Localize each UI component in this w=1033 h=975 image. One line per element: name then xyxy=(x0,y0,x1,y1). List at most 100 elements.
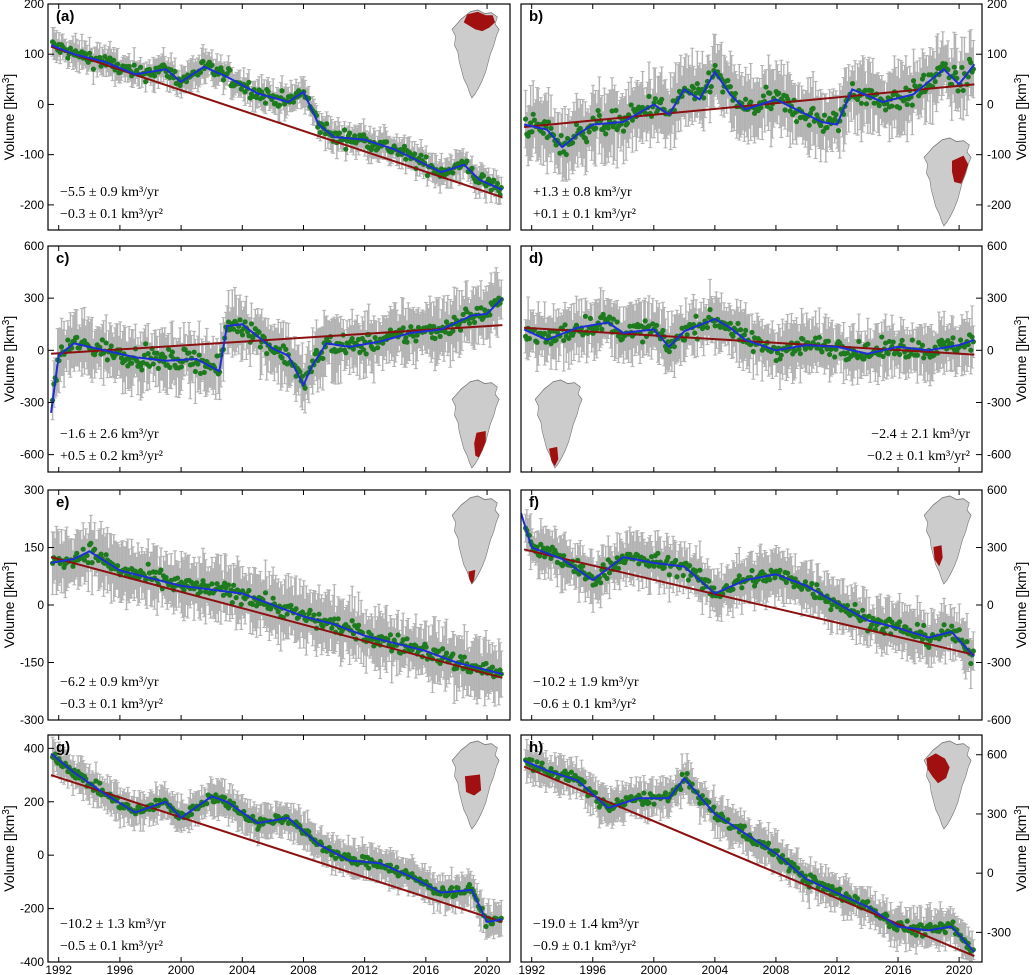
data-point xyxy=(191,349,197,355)
data-point xyxy=(586,129,592,135)
data-point xyxy=(609,108,615,114)
y-tick-label: -100 xyxy=(20,148,44,162)
data-point xyxy=(99,337,105,343)
data-point xyxy=(246,79,252,85)
data-point xyxy=(595,107,601,114)
data-point xyxy=(118,355,125,361)
data-point xyxy=(408,324,414,330)
data-point xyxy=(343,350,349,356)
data-point xyxy=(341,127,348,133)
data-point xyxy=(375,345,381,351)
data-point xyxy=(695,86,702,92)
y-tick-label: -200 xyxy=(20,198,44,212)
data-point xyxy=(74,334,80,340)
y-tick-label: -100 xyxy=(987,148,1011,162)
data-point xyxy=(821,112,828,118)
axes-frame-b xyxy=(520,3,983,231)
data-point xyxy=(835,127,842,134)
y-tick-label: 300 xyxy=(24,291,44,305)
data-point xyxy=(577,125,583,132)
data-point xyxy=(200,58,206,65)
panel-c: -600 -300 0 300 600 Volume []km3] c) −1.6 ± 2.6… xyxy=(1,239,511,473)
data-point xyxy=(763,84,769,90)
data-point xyxy=(347,130,353,136)
data-point xyxy=(529,129,535,135)
data-point xyxy=(104,357,111,363)
data-point xyxy=(693,90,699,96)
data-point xyxy=(868,88,875,94)
data-point xyxy=(413,338,419,344)
smooth-line-b xyxy=(523,63,976,149)
data-point xyxy=(810,105,816,112)
data-point xyxy=(909,102,915,108)
data-point xyxy=(787,108,793,114)
data-point xyxy=(297,369,303,375)
data-point xyxy=(279,88,285,94)
data-point xyxy=(143,341,149,347)
data-point xyxy=(257,344,263,350)
data-point xyxy=(196,352,202,358)
data-point xyxy=(186,350,192,356)
data-point xyxy=(131,62,137,68)
data-point xyxy=(150,361,156,367)
data-point xyxy=(707,89,713,95)
plot-area-c xyxy=(49,267,504,421)
data-point xyxy=(629,117,636,123)
data-point xyxy=(833,112,839,118)
data-point xyxy=(596,112,602,118)
data-point xyxy=(190,361,196,367)
data-point xyxy=(403,335,409,341)
y-tick-label: -600 xyxy=(20,448,44,462)
data-point xyxy=(708,83,714,90)
panel-letter: c) xyxy=(56,250,69,267)
data-point xyxy=(231,326,237,332)
data-point xyxy=(605,125,611,131)
data-point xyxy=(806,122,812,128)
data-point xyxy=(464,158,470,164)
data-point xyxy=(882,107,889,113)
data-point xyxy=(418,152,424,158)
data-point xyxy=(488,187,494,193)
data-point xyxy=(363,351,369,357)
data-point xyxy=(694,81,700,87)
data-point xyxy=(167,364,173,371)
data-point xyxy=(748,99,754,105)
data-point xyxy=(172,68,178,75)
data-point xyxy=(573,121,580,128)
y-tick-label: 0 xyxy=(37,343,44,357)
data-point xyxy=(955,88,961,94)
rate-annotation: +1.3 ± 0.8 km³/yr xyxy=(533,185,632,200)
data-point xyxy=(279,355,285,361)
data-point xyxy=(522,116,529,122)
data-point xyxy=(58,344,65,350)
data-point xyxy=(85,59,91,65)
greenland-outline xyxy=(451,9,500,99)
data-point xyxy=(137,64,144,70)
rate-annotation: −5.5 ± 0.9 km³/yr xyxy=(60,185,159,200)
data-point xyxy=(313,347,320,353)
data-point xyxy=(299,373,306,379)
data-point xyxy=(613,107,619,113)
data-point xyxy=(610,124,616,130)
data-point xyxy=(145,350,151,357)
basin-highlight xyxy=(463,11,496,32)
y-tick-label: 100 xyxy=(987,47,1007,61)
data-point xyxy=(403,156,409,162)
data-point xyxy=(960,87,966,94)
data-point xyxy=(372,334,378,341)
data-point xyxy=(361,347,367,353)
data-point xyxy=(469,165,475,171)
data-point xyxy=(862,87,868,94)
data-point xyxy=(400,325,406,331)
data-point xyxy=(921,72,927,78)
data-point xyxy=(767,90,773,96)
data-point xyxy=(146,363,153,369)
data-point xyxy=(863,101,870,107)
data-point xyxy=(732,90,739,97)
data-point xyxy=(219,69,225,75)
data-point xyxy=(768,106,774,112)
y-tick-label: -200 xyxy=(987,198,1011,212)
data-point xyxy=(67,45,74,51)
error-bars-c xyxy=(50,267,504,421)
y-tick-label: 200 xyxy=(24,0,44,11)
